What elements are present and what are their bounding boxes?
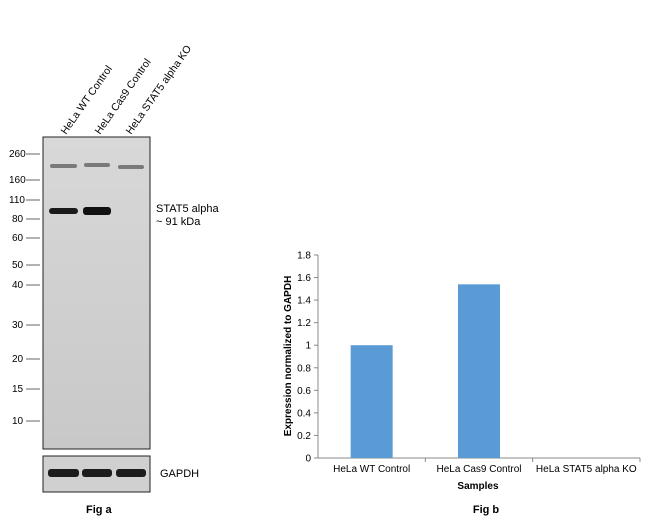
western-blot-panel: HeLa WT Control HeLa Cas9 Control HeLa S… [9, 43, 219, 516]
bar-2 [458, 284, 500, 458]
y-tick-label: 0.6 [297, 386, 311, 397]
blot-membrane [42, 136, 151, 450]
marker-label-60: 60 [12, 233, 24, 244]
y-tick-label: 1 [305, 341, 311, 352]
y-tick-label: 1.8 [297, 251, 311, 262]
marker-ladder: 260 160 110 80 60 50 40 30 20 15 10 [9, 149, 40, 427]
x-category-label: HeLa WT Control [333, 464, 410, 475]
gapdh-band-lane2 [82, 469, 112, 477]
x-axis-label: Samples [457, 481, 499, 492]
marker-label-260: 260 [9, 149, 26, 160]
y-axis-label: Expression normalized to GAPDH [283, 276, 294, 437]
band-stat5-lane1 [49, 208, 78, 214]
band-annotation-name: STAT5 alpha [156, 203, 219, 215]
marker-label-80: 80 [12, 214, 24, 225]
marker-label-160: 160 [9, 175, 26, 186]
band-annotation-size: ~ 91 kDa [156, 216, 201, 228]
x-category-label: HeLa STAT5 alpha KO [536, 464, 637, 475]
marker-label-15: 15 [12, 384, 24, 395]
marker-label-40: 40 [12, 280, 24, 291]
band-260-lane3 [118, 165, 144, 169]
marker-label-50: 50 [12, 260, 24, 271]
band-260-lane2 [84, 163, 110, 167]
y-tick-label: 1.6 [297, 273, 311, 284]
y-tick-label: 0 [305, 454, 311, 465]
fig-a-caption: Fig a [86, 504, 113, 516]
y-tick-label: 1.2 [297, 318, 311, 329]
y-tick-label: 0.8 [297, 363, 311, 374]
gapdh-band-lane1 [48, 469, 79, 477]
marker-label-30: 30 [12, 320, 24, 331]
marker-label-10: 10 [12, 416, 24, 427]
y-tick-label: 1.4 [297, 296, 311, 307]
gapdh-label: GAPDH [160, 468, 199, 480]
marker-label-20: 20 [12, 354, 24, 365]
x-category-label: HeLa Cas9 Control [436, 464, 521, 475]
fig-b-caption: Fig b [473, 504, 500, 516]
band-260-lane1 [50, 164, 77, 168]
bar-1 [350, 345, 393, 458]
y-tick-label: 0.4 [297, 408, 311, 419]
gapdh-band-lane3 [116, 469, 146, 477]
marker-label-110: 110 [9, 195, 25, 206]
bar-chart: Expression normalized to GAPDH Samples F… [283, 251, 641, 516]
band-stat5-lane2 [83, 207, 111, 215]
y-tick-label: 0.2 [297, 431, 311, 442]
